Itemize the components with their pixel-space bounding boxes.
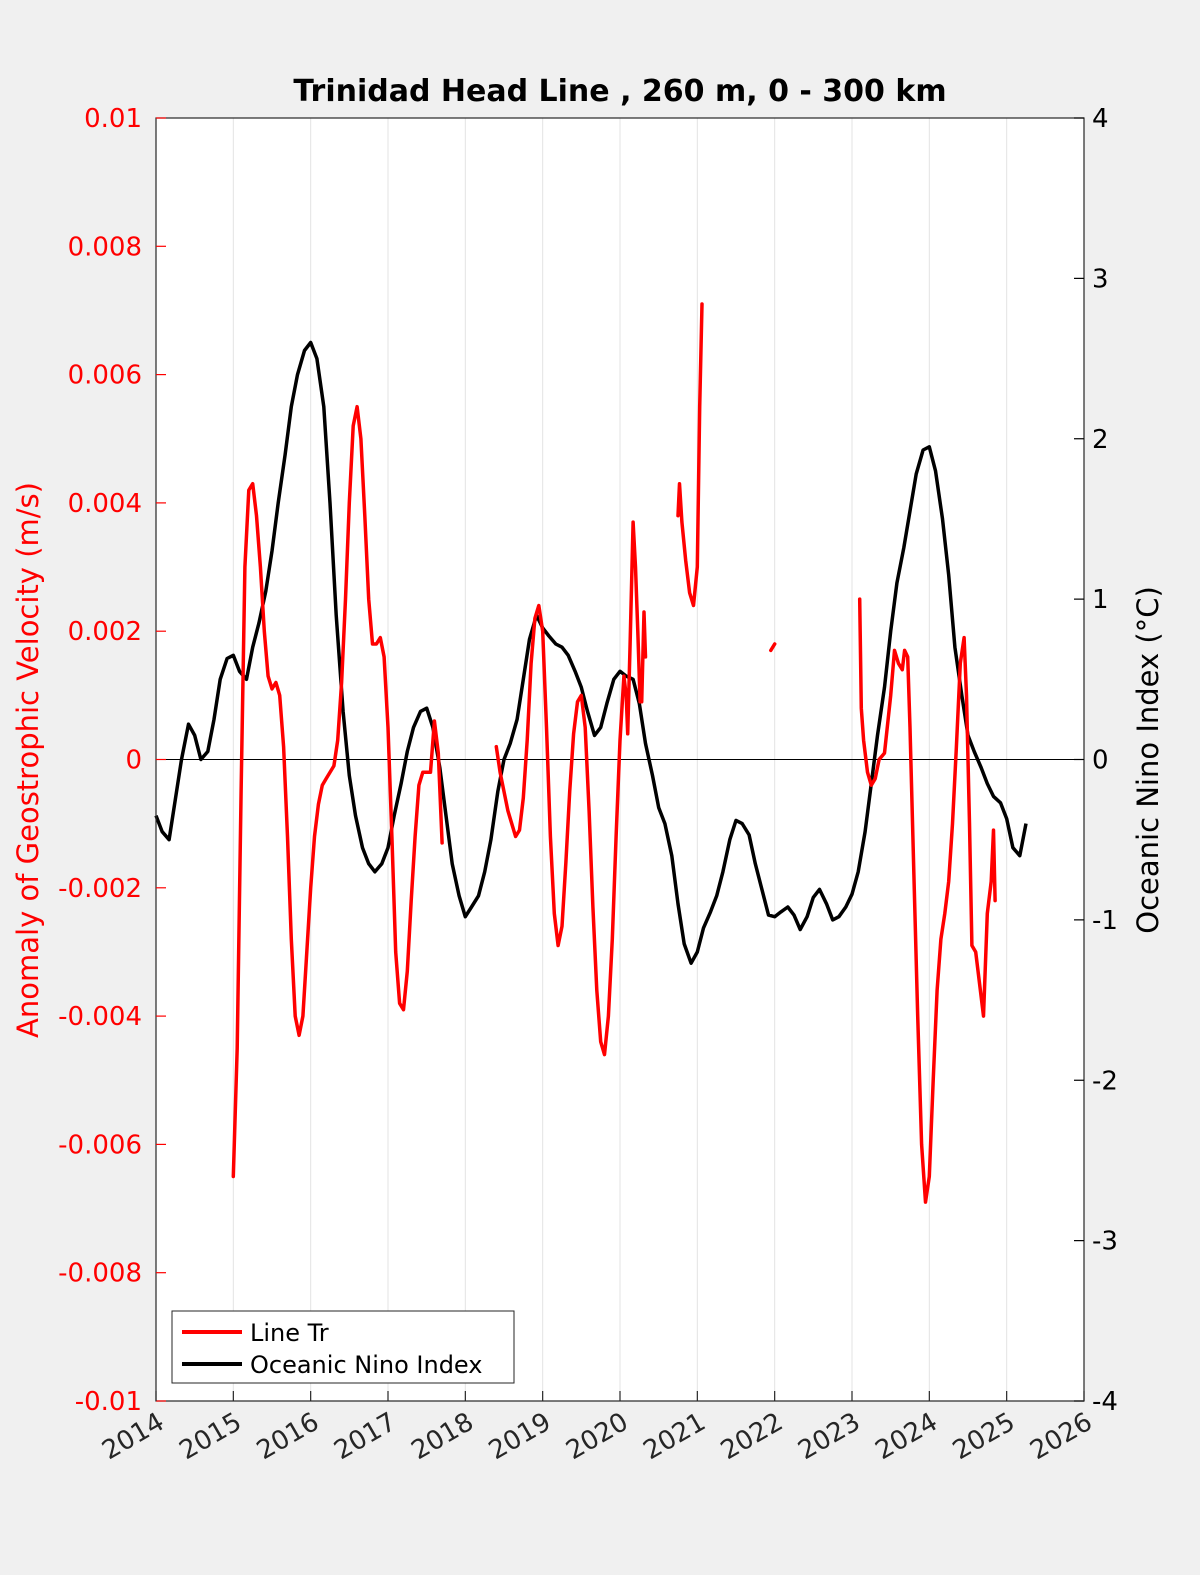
- left-tick-label: -0.004: [58, 1002, 142, 1032]
- legend-box: [171, 1310, 515, 1384]
- right-tick-label: -3: [1092, 1227, 1118, 1257]
- left-tick-label: 0.006: [68, 361, 142, 391]
- right-tick-label: -1: [1092, 906, 1118, 936]
- left-tick-label: 0.01: [84, 104, 142, 134]
- right-tick-label: -4: [1092, 1387, 1118, 1417]
- left-tick-label: -0.008: [58, 1259, 142, 1289]
- left-tick-label: 0.008: [68, 232, 142, 262]
- series-line-tr-segment: [676, 302, 704, 608]
- series-line-tr-segment: [857, 597, 997, 1204]
- left-tick-label: -0.01: [75, 1387, 142, 1417]
- legend: Line Tr Oceanic Nino Index: [171, 1310, 515, 1384]
- series-line-tr-segment: [231, 404, 444, 1179]
- left-tick-label: -0.006: [58, 1130, 142, 1160]
- series-line-tr-segment: [769, 642, 777, 653]
- right-tick-label: -2: [1092, 1066, 1118, 1096]
- series-layer: [154, 302, 1028, 1204]
- right-axis: -4 -3 -2 -1 0 1 2 3 4: [1074, 104, 1118, 1417]
- left-tick-label: 0.002: [68, 617, 142, 647]
- left-axis: -0.01 -0.008 -0.006 -0.004 -0.002 0 0.002 0.004…: [58, 104, 166, 1417]
- legend-label-oni: Oceanic Nino Index: [250, 1351, 482, 1379]
- left-tick-label: 0.004: [68, 489, 142, 519]
- right-tick-label: 4: [1092, 104, 1109, 134]
- chart-title: Trinidad Head Line , 260 m, 0 - 300 km: [293, 74, 946, 109]
- legend-label-line-tr: Line Tr: [250, 1319, 329, 1347]
- right-tick-label: 1: [1092, 585, 1109, 615]
- left-tick-label: -0.002: [58, 874, 142, 904]
- left-axis-title: Anomaly of Geostrophic Velocity (m/s): [11, 482, 45, 1038]
- right-axis-title: Oceanic Nino Index (°C): [1131, 586, 1165, 934]
- right-tick-label: 3: [1092, 264, 1109, 294]
- right-tick-label: 0: [1092, 746, 1109, 776]
- series-line-tr-segment: [494, 520, 648, 1057]
- right-tick-label: 2: [1092, 425, 1109, 455]
- series-oceanic-nino-index: [154, 340, 1028, 965]
- left-tick-label: 0: [125, 746, 142, 776]
